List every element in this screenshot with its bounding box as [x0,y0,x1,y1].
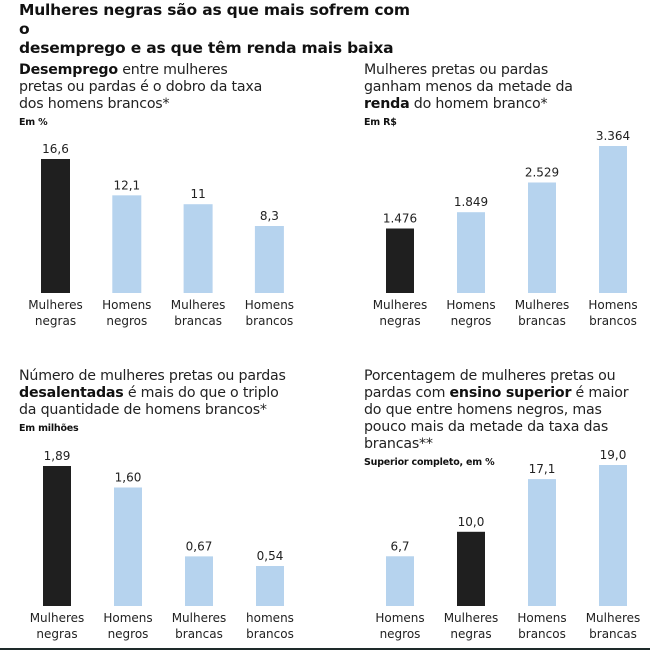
category-label: negros [106,314,147,328]
main-title: Mulheres negras são as que mais sofrem c… [19,1,419,58]
headline-segment: renda [364,96,410,112]
category-label: negras [36,627,77,641]
category-label: brancas [174,314,222,328]
category-label: Mulheres [373,298,428,312]
bottom-divider [0,648,650,650]
bar-homens-brancos [599,146,627,293]
category-label: Mulheres [586,611,641,625]
headline-segment: entre mulheres pretas ou pardas é o dobr… [19,62,263,112]
headline-segment: Mulheres pretas ou pardas ganham menos d… [364,62,573,95]
value-label: 11 [190,187,205,201]
bar-mulheres-negras [457,531,485,606]
category-label: brancas [175,627,223,641]
category-label: homens [246,611,294,625]
value-label: 1,60 [115,470,142,484]
category-label: Mulheres [171,298,226,312]
category-label: negras [450,627,491,641]
value-label: 10,0 [458,515,485,529]
headline-segment: é maior do que entre homens negros, mas … [364,385,629,452]
bar-homens-negros [457,212,485,293]
panel-discouraged: Número de mulheres pretas ou pardas desa… [19,368,319,434]
headline-segment: é mais do que o triplo da quantidade de … [19,385,279,418]
bar-mulheres-negras [386,228,414,293]
headline-higher-education: Porcentagem de mulheres pretas ou pardas… [364,368,639,453]
category-label: negras [379,314,420,328]
headline-segment: Desemprego [19,62,118,78]
bar-homens-brancos [254,226,284,293]
category-label: brancas [518,314,566,328]
headline-segment: Porcentagem de mulheres pretas ou pardas… [364,368,616,401]
value-label: 17,1 [529,462,556,476]
panel-income: Mulheres pretas ou pardas ganham menos d… [364,62,650,128]
category-label: Homens [588,298,637,312]
category-label: Mulheres [172,611,227,625]
category-label: Mulheres [444,611,499,625]
value-label: 0,54 [257,549,284,563]
value-label: 1.476 [383,212,417,226]
panel-unemployment: Desemprego entre mulheres pretas ou pard… [19,62,319,128]
headline-segment: desalentadas [19,385,124,401]
headline-segment: do homem branco* [409,96,548,112]
value-label: 2.529 [525,165,559,179]
value-label: 1.849 [454,195,488,209]
bar-homens-negros [112,195,142,293]
value-label: 6,7 [390,539,409,553]
headline-income: Mulheres pretas ou pardas ganham menos d… [364,62,584,113]
main-title-line-2: desemprego e as que têm renda mais baixa [19,39,394,57]
category-label: Homens [103,611,152,625]
unit-label-higher-education: Superior completo, em % [364,457,495,468]
value-label: 3.364 [596,129,630,143]
headline-segment: Número de mulheres pretas ou pardas [19,368,286,384]
value-label: 19,0 [600,448,627,462]
bar-mulheres-brancas [183,204,213,293]
category-label: brancas [589,627,637,641]
bar-mulheres-brancas [185,556,213,606]
value-label: 8,3 [260,209,279,223]
category-label: negras [35,314,76,328]
category-label: brancos [246,627,294,641]
bar-mulheres-brancas [528,182,556,293]
headline-discouraged: Número de mulheres pretas ou pardas desa… [19,368,294,419]
category-label: Homens [375,611,424,625]
category-label: Homens [102,298,151,312]
category-label: Mulheres [28,298,83,312]
category-label: Mulheres [515,298,570,312]
main-title-line-1: Mulheres negras são as que mais sofrem c… [19,1,410,38]
unit-label-income: Em R$ [364,117,397,128]
value-label: 16,6 [42,142,69,156]
unit-label-discouraged: Em milhões [19,423,79,434]
category-label: brancos [518,627,566,641]
panel-higher-education: Porcentagem de mulheres pretas ou pardas… [364,368,650,468]
bar-homens-brancos [528,479,556,606]
category-label: negros [108,627,149,641]
bar-homens-negros [386,556,414,606]
category-label: Mulheres [30,611,85,625]
bar-mulheres-negras [43,466,71,606]
value-label: 1,89 [44,449,71,463]
value-label: 12,1 [113,178,140,192]
category-label: Homens [517,611,566,625]
bar-homens-brancos [256,566,284,606]
bar-mulheres-brancas [599,465,627,606]
headline-segment: ensino superior [449,385,572,401]
bar-mulheres-negras [41,159,70,293]
category-label: Homens [446,298,495,312]
bar-homens-negros [114,487,142,606]
category-label: Homens [245,298,294,312]
category-label: brancos [246,314,294,328]
category-label: negros [380,627,421,641]
unit-label-unemployment: Em % [19,117,48,128]
category-label: brancos [589,314,637,328]
category-label: negros [451,314,492,328]
headline-unemployment: Desemprego entre mulheres pretas ou pard… [19,62,274,113]
value-label: 0,67 [186,539,213,553]
